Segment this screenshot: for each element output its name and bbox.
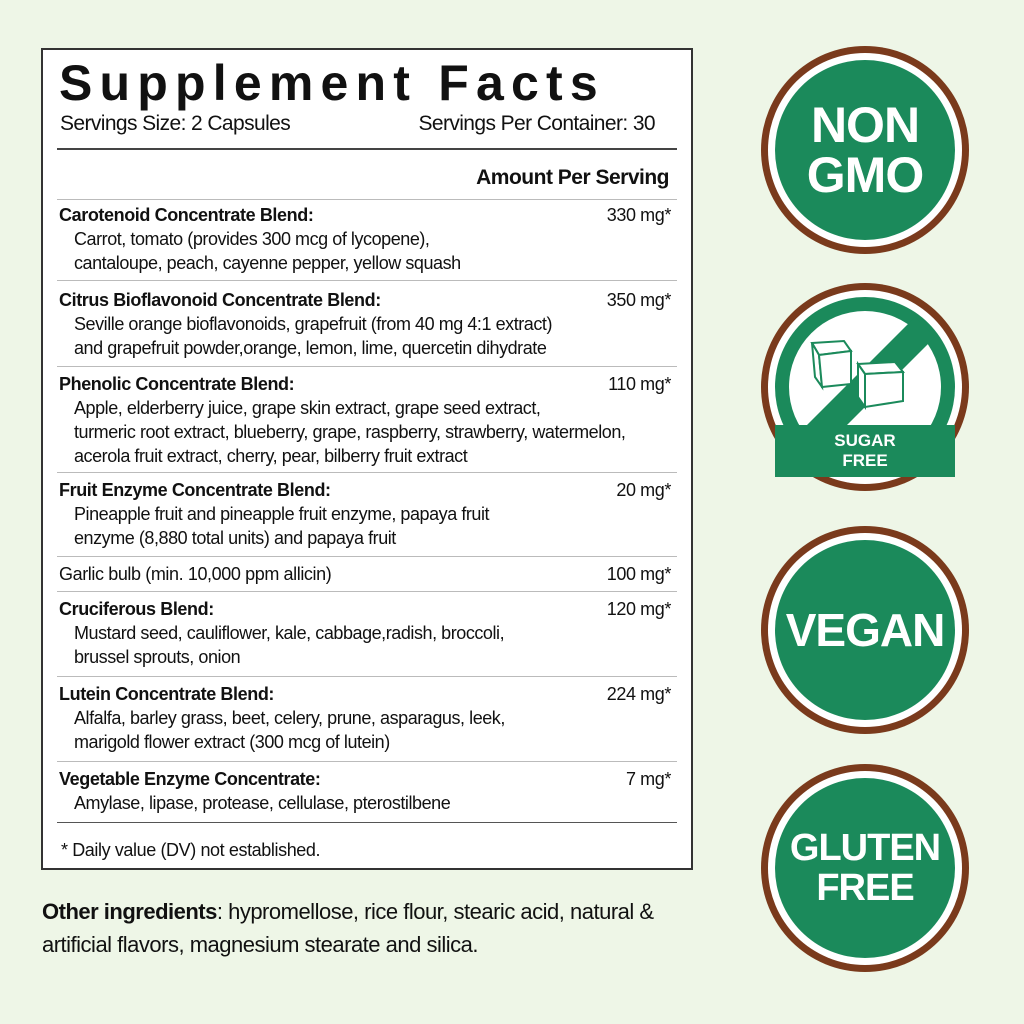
divider [57, 199, 677, 200]
ingredient-description: enzyme (8,880 total units) and papaya fr… [74, 528, 396, 548]
vegan-badge: VEGAN [761, 526, 969, 734]
sugar-free-badge: SUGAR FREE [761, 283, 969, 491]
badge-text: GMO [806, 147, 924, 203]
sugar-cube-crossed-icon [775, 311, 955, 477]
divider [57, 148, 677, 150]
divider [57, 591, 677, 592]
divider [57, 822, 677, 823]
ingredient-description: Apple, elderberry juice, grape skin extr… [74, 398, 541, 418]
servings-per-container: Servings Per Container: 30 [418, 112, 655, 135]
other-ingredients-label: Other ingredients [42, 899, 217, 924]
ingredient-description: and grapefruit powder,orange, lemon, lim… [74, 338, 547, 358]
badge-text: FREE [816, 867, 914, 909]
ingredient-description: Pineapple fruit and pineapple fruit enzy… [74, 504, 490, 524]
supplement-facts-panel: Supplement Facts Servings Size: 2 Capsul… [41, 48, 693, 870]
ingredient-description: acerola fruit extract, cherry, pear, bil… [74, 446, 468, 466]
ingredient-amount: 330 mg* [606, 205, 672, 225]
ingredient-row: Vegetable Enzyme Concentrate: 7 mg* Amyla… [57, 767, 671, 815]
ingredient-row: Phenolic Concentrate Blend: 110 mg* Apple,… [57, 372, 671, 468]
ingredient-name: Vegetable Enzyme Concentrate: [59, 769, 321, 789]
ingredient-amount: 350 mg* [606, 290, 672, 310]
badge-text: NON [810, 97, 920, 153]
non-gmo-badge: NON GMO [761, 46, 969, 254]
ingredient-description: Amylase, lipase, protease, cellulase, pt… [74, 793, 451, 813]
ingredient-name: Carotenoid Concentrate Blend: [59, 205, 314, 225]
ingredient-name: Garlic bulb (min. 10,000 ppm allicin) [59, 564, 332, 584]
ingredient-amount: 100 mg* [606, 564, 672, 584]
gluten-free-badge: GLUTEN FREE [761, 764, 969, 972]
divider [57, 761, 677, 762]
ingredient-row: Cruciferous Blend: 120 mg* Mustard seed, c… [57, 597, 671, 669]
divider [57, 556, 677, 557]
ingredient-description: Mustard seed, cauliflower, kale, cabbage… [74, 623, 505, 643]
ingredient-row: Citrus Bioflavonoid Concentrate Blend: 35… [57, 288, 671, 360]
ingredient-row: Lutein Concentrate Blend: 224 mg* Alfalfa,… [57, 682, 671, 754]
ingredient-name: Citrus Bioflavonoid Concentrate Blend: [59, 290, 381, 310]
ingredient-name: Lutein Concentrate Blend: [59, 684, 275, 704]
divider [57, 366, 677, 367]
ingredient-description: turmeric root extract, blueberry, grape,… [74, 422, 626, 442]
badge-text: VEGAN [785, 604, 946, 656]
ingredient-amount: 224 mg* [606, 684, 672, 704]
ingredient-name: Phenolic Concentrate Blend: [59, 374, 295, 394]
other-ingredients-text: : hypromellose, rice flour, stearic acid… [42, 899, 654, 957]
ingredient-amount: 20 mg* [616, 480, 671, 500]
ingredient-description: Alfalfa, barley grass, beet, celery, pru… [74, 708, 505, 728]
divider [57, 676, 677, 677]
ingredient-name: Fruit Enzyme Concentrate Blend: [59, 480, 331, 500]
panel-title: Supplement Facts [59, 55, 605, 111]
serving-size: Servings Size: 2 Capsules [60, 112, 291, 135]
ingredient-row: Fruit Enzyme Concentrate Blend: 20 mg* Pin… [57, 478, 671, 550]
divider [57, 472, 677, 473]
divider [57, 280, 677, 281]
other-ingredients: Other ingredients: hypromellose, rice fl… [42, 895, 722, 961]
ingredient-row: Carotenoid Concentrate Blend: 330 mg* Carr… [57, 203, 671, 275]
ingredient-amount: 7 mg* [625, 769, 671, 789]
ingredient-description: Seville orange bioflavonoids, grapefruit… [74, 314, 553, 334]
badge-text: GLUTEN [789, 827, 941, 869]
ingredient-name: Cruciferous Blend: [59, 599, 214, 619]
ingredient-description: brussel sprouts, onion [74, 647, 241, 667]
ingredient-description: cantaloupe, peach, cayenne pepper, yello… [74, 253, 461, 273]
ingredient-amount: 110 mg* [608, 374, 671, 394]
badge-text: FREE [842, 451, 888, 470]
footnote: * Daily value (DV) not established. [61, 840, 321, 860]
ingredient-description: Carrot, tomato (provides 300 mcg of lyco… [74, 229, 430, 249]
amount-per-serving-header: Amount Per Serving [476, 166, 669, 189]
ingredient-description: marigold flower extract (300 mcg of lute… [74, 732, 390, 752]
badge-text: SUGAR [834, 431, 896, 450]
ingredient-amount: 120 mg* [606, 599, 672, 619]
ingredient-row: Garlic bulb (min. 10,000 ppm allicin) 100… [57, 562, 671, 586]
